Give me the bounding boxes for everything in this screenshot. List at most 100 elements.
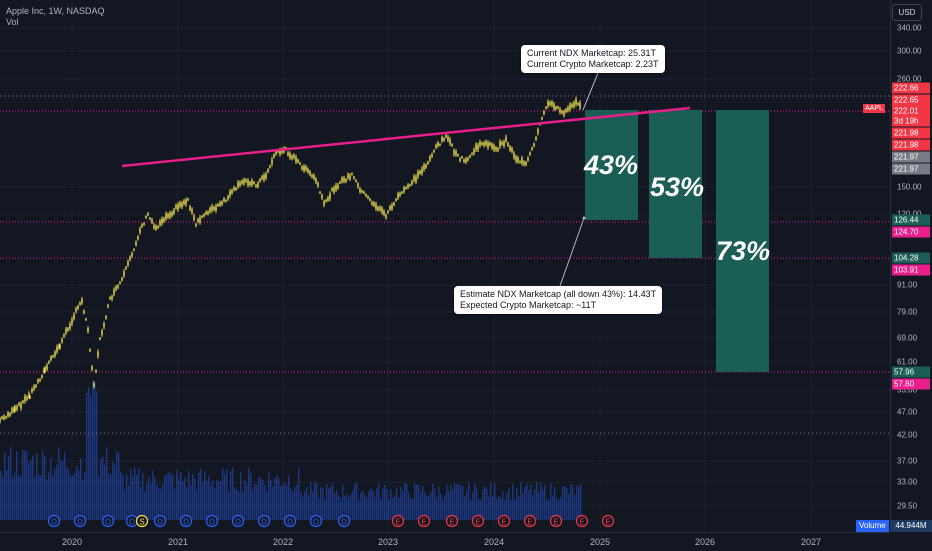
candle-body (321, 195, 323, 199)
volume-bar (134, 467, 136, 520)
volume-bar (260, 478, 262, 520)
volume-bar (188, 470, 190, 520)
volume-bar (232, 467, 234, 520)
candle-body (56, 346, 58, 352)
volume-bar (420, 493, 422, 520)
volume-bar (426, 495, 428, 520)
event-marker (179, 514, 193, 528)
volume-bar (508, 487, 510, 520)
time-axis[interactable]: 2020 2021 2022 2023 2024 2025 2026 2027 (0, 532, 890, 551)
candle-body (9, 413, 11, 416)
volume-bar (190, 484, 192, 520)
candle-body (393, 202, 395, 206)
volume-bar (244, 480, 246, 520)
candle-body (151, 219, 153, 223)
candle-body (37, 379, 39, 383)
candle-body (339, 181, 341, 184)
volume-bar (538, 492, 540, 520)
candle-body (431, 153, 433, 157)
candle-body (559, 108, 561, 113)
volume-bar (346, 493, 348, 520)
volume-bar (112, 461, 114, 520)
candle-body (473, 149, 475, 154)
volume-bar (78, 470, 80, 520)
volume-bar (192, 474, 194, 520)
volume-bar (456, 484, 458, 520)
price-label: 3d 19h (892, 115, 930, 127)
candle-body (213, 207, 215, 210)
candle-body (201, 215, 203, 218)
candle-body (511, 148, 513, 152)
price-tick: 300.00 (897, 46, 922, 56)
candle-body (427, 161, 429, 164)
candle-body (205, 211, 207, 215)
currency-button[interactable]: USD (892, 4, 922, 21)
volume-bar (132, 475, 134, 520)
candle-body (533, 143, 535, 147)
volume-bar (10, 446, 12, 520)
volume-bar (424, 491, 426, 520)
drop-73-label: 73% (716, 236, 771, 266)
candle-body (387, 211, 389, 213)
candle-body (22, 400, 24, 403)
volume-bar (40, 475, 42, 520)
volume-bar (372, 490, 374, 520)
volume-bar (248, 468, 250, 520)
volume-bar (534, 489, 536, 520)
candle-body (371, 201, 373, 205)
candle-body (423, 164, 425, 170)
volume-bar (374, 496, 376, 520)
volume-bar (446, 484, 448, 520)
estimate-marketcap-callout[interactable]: Estimate NDX Marketcap (all down 43%): 1… (454, 286, 663, 314)
volume-bar (394, 495, 396, 520)
volume-bar (158, 488, 160, 520)
volume-bar (478, 498, 480, 520)
candle-body (139, 228, 141, 233)
candle-body (399, 192, 401, 196)
candle-body (547, 101, 549, 107)
volume-bar (438, 486, 440, 520)
volume-bar (74, 473, 76, 520)
volume-bar (480, 499, 482, 520)
volume-bar (184, 477, 186, 520)
candle-body (231, 190, 233, 194)
candle-body (357, 183, 359, 187)
volume-bar (90, 395, 92, 520)
candle-body (401, 191, 403, 194)
drawdown-zone-73 (716, 110, 769, 372)
candle-body (193, 215, 195, 220)
volume-bar (266, 490, 268, 520)
candle-body (303, 166, 305, 171)
volume-bar (56, 464, 58, 520)
volume-bar (474, 483, 476, 520)
candle-body (79, 302, 81, 305)
price-candles (0, 96, 581, 424)
volume-bar (406, 484, 408, 520)
volume-bar (580, 483, 582, 520)
drop-53-label: 53% (650, 172, 705, 202)
volume-bar (240, 472, 242, 520)
candle-body (211, 206, 213, 211)
volume-bar (566, 487, 568, 520)
volume-bar (118, 452, 120, 520)
volume-bar (216, 479, 218, 520)
volume-bar (440, 493, 442, 520)
volume-bar (578, 486, 580, 520)
volume-bar (50, 457, 52, 520)
volume-bar (342, 484, 344, 520)
candle-body (145, 216, 147, 218)
current-marketcap-callout[interactable]: Current NDX Marketcap: 25.31T Current Cr… (521, 45, 665, 73)
candle-body (14, 406, 16, 411)
volume-bar (144, 491, 146, 520)
candle-body (147, 213, 149, 216)
volume-bar (186, 487, 188, 520)
symbol-legend[interactable]: Apple Inc, 1W, NASDAQ Vol (6, 6, 105, 28)
event-marker-label: D (77, 518, 83, 527)
candle-body (61, 339, 63, 343)
volume-bar (262, 479, 264, 520)
volume-bar (468, 482, 470, 520)
candle-body (421, 168, 423, 174)
volume-bar (222, 468, 224, 520)
volume-bar (30, 460, 32, 520)
